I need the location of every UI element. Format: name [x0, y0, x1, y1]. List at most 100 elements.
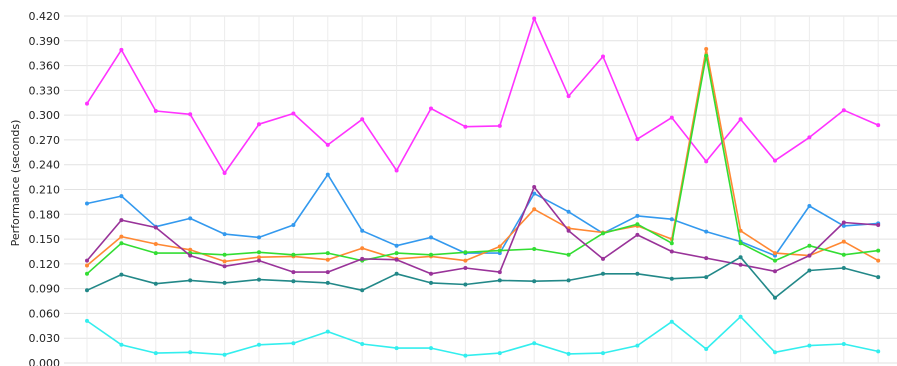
- data-point: [119, 234, 124, 239]
- series-4: [85, 53, 881, 276]
- data-point: [841, 220, 846, 225]
- data-point: [153, 242, 158, 246]
- data-point: [222, 264, 227, 269]
- y-tick-label: 0.030: [29, 332, 61, 345]
- data-point: [257, 122, 261, 127]
- data-point: [463, 353, 468, 358]
- data-point: [325, 257, 330, 262]
- series-line: [86, 186, 879, 275]
- data-point: [773, 251, 777, 256]
- data-point: [532, 247, 537, 251]
- data-point: [222, 171, 227, 175]
- data-point: [325, 270, 330, 275]
- data-point: [119, 342, 124, 347]
- y-tick-label: 0.000: [29, 357, 61, 366]
- data-point: [841, 108, 846, 113]
- y-tick-label: 0.360: [29, 60, 61, 73]
- data-point: [85, 271, 89, 276]
- data-point: [463, 282, 468, 287]
- data-point: [876, 223, 881, 227]
- data-point: [532, 207, 537, 212]
- data-point: [497, 351, 502, 356]
- data-point: [325, 280, 330, 285]
- data-point: [773, 295, 777, 300]
- y-tick-label: 0.300: [29, 109, 61, 122]
- data-point: [601, 231, 605, 236]
- data-point: [119, 241, 124, 246]
- data-point: [669, 241, 674, 246]
- data-point: [704, 229, 709, 234]
- data-point: [635, 232, 640, 237]
- data-point: [394, 271, 399, 276]
- data-point: [773, 350, 777, 355]
- data-point: [429, 235, 433, 240]
- data-point: [807, 268, 812, 273]
- data-point: [841, 252, 846, 257]
- y-tick-label: 0.060: [29, 307, 61, 320]
- data-point: [360, 117, 365, 122]
- data-point: [291, 252, 296, 257]
- data-point: [257, 258, 261, 263]
- data-point: [669, 115, 674, 120]
- data-point: [876, 123, 881, 128]
- data-point: [394, 243, 399, 248]
- data-point: [119, 272, 124, 277]
- data-point: [291, 270, 296, 275]
- data-point: [222, 252, 227, 257]
- data-point: [497, 278, 502, 283]
- data-point: [807, 243, 812, 248]
- series-6: [85, 255, 881, 300]
- data-point: [119, 194, 124, 199]
- data-point: [566, 351, 571, 356]
- data-point: [153, 109, 158, 113]
- data-point: [153, 351, 158, 356]
- data-point: [325, 251, 330, 256]
- y-axis-title: Performance (seconds): [9, 120, 22, 247]
- data-point: [876, 349, 881, 354]
- data-point: [876, 258, 881, 263]
- data-point: [773, 258, 777, 263]
- series-line: [86, 315, 879, 357]
- data-point: [394, 257, 399, 262]
- data-point: [807, 204, 812, 208]
- y-axis-ticks: 0.420 0.390 0.360 0.330 0.300 0.270 0.240 0.210…: [29, 10, 61, 366]
- data-point: [188, 350, 193, 355]
- data-point: [257, 255, 261, 260]
- data-point: [704, 47, 709, 51]
- data-point: [669, 276, 674, 281]
- data-point: [291, 223, 296, 227]
- data-point: [360, 342, 365, 346]
- data-point: [222, 280, 227, 285]
- y-tick-label: 0.090: [29, 283, 61, 296]
- series-1: [85, 16, 881, 175]
- data-point: [222, 259, 227, 264]
- y-tick-label: 0.210: [29, 184, 61, 197]
- data-point: [188, 247, 193, 252]
- data-point: [704, 256, 709, 261]
- data-point: [635, 271, 640, 276]
- data-point: [85, 288, 89, 293]
- y-tick-label: 0.240: [29, 159, 61, 172]
- data-point: [601, 271, 605, 276]
- y-tick-label: 0.120: [29, 258, 61, 271]
- data-point: [532, 185, 537, 189]
- data-point: [566, 94, 571, 99]
- data-point: [463, 258, 468, 263]
- data-point: [807, 253, 812, 258]
- data-point: [669, 319, 674, 324]
- data-point: [429, 346, 433, 351]
- data-point: [188, 112, 193, 117]
- data-point: [257, 235, 261, 240]
- data-point: [532, 279, 537, 284]
- data-point: [394, 346, 399, 351]
- data-point: [360, 288, 365, 293]
- data-point: [325, 329, 330, 334]
- data-point: [601, 54, 605, 59]
- data-point: [738, 241, 743, 246]
- data-point: [497, 123, 502, 128]
- data-point: [153, 281, 158, 286]
- data-point: [463, 266, 468, 270]
- data-point: [360, 256, 365, 261]
- data-point: [566, 228, 571, 233]
